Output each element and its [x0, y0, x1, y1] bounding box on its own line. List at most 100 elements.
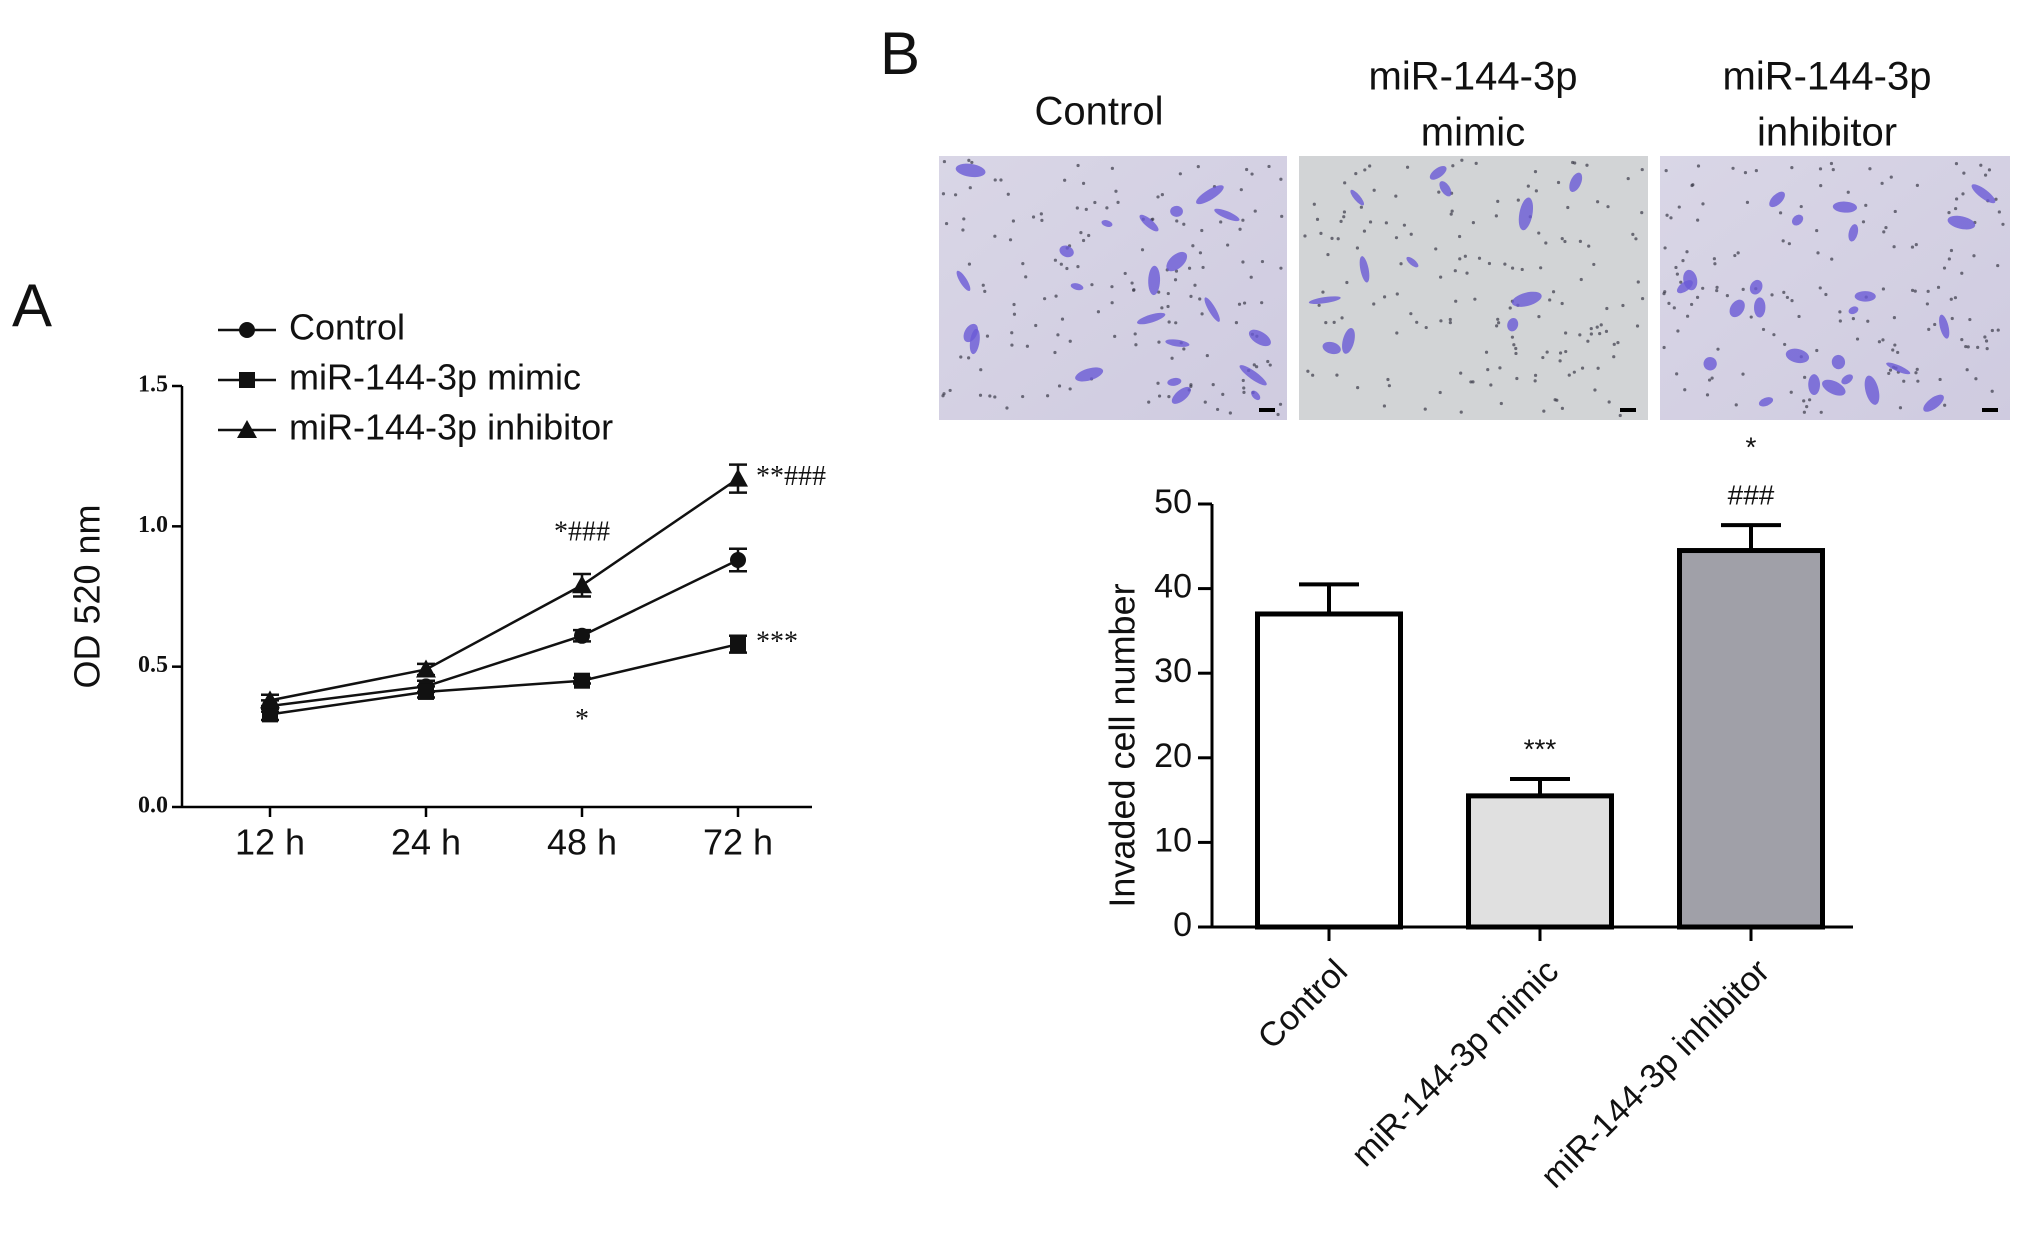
- pore: [1174, 321, 1178, 325]
- pore: [948, 388, 952, 393]
- pore: [1966, 345, 1970, 349]
- pore: [1838, 319, 1842, 323]
- pore: [1996, 328, 2000, 332]
- pore: [1831, 167, 1835, 172]
- pore: [1997, 210, 2001, 214]
- cell: [1322, 341, 1341, 355]
- cell: [1683, 269, 1698, 291]
- pore: [1317, 303, 1321, 307]
- pore: [1696, 218, 1700, 222]
- pore: [1394, 194, 1398, 198]
- pore: [1567, 373, 1571, 377]
- pore: [1477, 256, 1482, 260]
- pore: [1636, 280, 1640, 284]
- panel-label: A: [12, 272, 52, 339]
- pore: [1715, 285, 1719, 289]
- pore: [988, 394, 992, 398]
- pore: [1006, 192, 1010, 196]
- pore: [1571, 160, 1575, 165]
- pore: [1534, 189, 1538, 193]
- pore: [1972, 254, 1976, 258]
- pore: [1012, 302, 1016, 307]
- pore: [993, 178, 997, 182]
- cell: [1791, 214, 1804, 226]
- pore: [1914, 243, 1918, 247]
- cell: [1101, 220, 1113, 227]
- pore: [1960, 337, 1964, 342]
- cell: [1822, 379, 1846, 396]
- pore: [1110, 285, 1114, 289]
- pore: [1189, 384, 1193, 389]
- pore: [1754, 169, 1758, 173]
- pore: [1965, 368, 1969, 372]
- pore: [1974, 377, 1978, 381]
- y-tick-label: 20: [1154, 737, 1192, 775]
- cell: [1749, 279, 1763, 295]
- pore: [1278, 402, 1283, 406]
- cell: [1854, 291, 1876, 302]
- pore: [1081, 181, 1086, 185]
- cell: [1148, 265, 1161, 296]
- cell: [1359, 256, 1370, 283]
- pore: [1586, 339, 1590, 343]
- pore: [1701, 286, 1705, 290]
- pore: [1463, 254, 1467, 258]
- pore: [1321, 290, 1325, 294]
- pore: [1372, 302, 1376, 306]
- cell: [1342, 328, 1355, 354]
- pore: [1174, 269, 1179, 273]
- pore: [1936, 285, 1941, 289]
- pore: [1984, 339, 1989, 343]
- pore: [941, 192, 946, 196]
- pore: [1695, 295, 1700, 299]
- pore: [1741, 372, 1745, 376]
- pore: [1915, 183, 1919, 187]
- pore: [1335, 373, 1339, 377]
- pore: [1166, 291, 1170, 296]
- pore: [1399, 262, 1403, 266]
- pore: [1189, 294, 1193, 298]
- pore: [1815, 228, 1819, 233]
- pore: [985, 334, 990, 338]
- pore: [1881, 287, 1886, 291]
- pore: [1560, 301, 1564, 306]
- cell: [1769, 191, 1785, 208]
- pore: [1541, 355, 1545, 360]
- pore: [1486, 368, 1490, 372]
- pore: [1663, 246, 1667, 250]
- pore: [1343, 181, 1347, 185]
- pore: [1548, 298, 1552, 302]
- cell: [1785, 348, 1810, 364]
- pore: [1005, 406, 1009, 410]
- pore: [1473, 297, 1477, 301]
- pore: [1512, 343, 1516, 347]
- pore: [962, 217, 966, 221]
- pore: [1267, 164, 1271, 169]
- pore: [1558, 351, 1563, 355]
- pore: [1596, 200, 1600, 204]
- pore: [1157, 290, 1161, 294]
- cell: [1808, 374, 1821, 396]
- pore: [1892, 316, 1897, 320]
- pore: [1409, 312, 1413, 316]
- pore: [1618, 413, 1622, 418]
- pore: [1040, 218, 1044, 222]
- annotation: *: [575, 704, 589, 735]
- pore: [1469, 380, 1473, 384]
- pore: [1516, 198, 1520, 202]
- cell: [955, 163, 986, 178]
- pore: [1306, 369, 1310, 373]
- pore: [1075, 206, 1079, 210]
- pore: [2001, 222, 2005, 226]
- pore: [1147, 400, 1151, 404]
- pore: [1065, 266, 1069, 271]
- pore: [1589, 332, 1593, 336]
- error-bar: [1510, 776, 1570, 796]
- pore: [1868, 167, 1872, 171]
- pore: [1024, 275, 1028, 279]
- pore: [959, 355, 963, 359]
- cell: [1214, 208, 1240, 222]
- y-tick-label: 40: [1154, 568, 1192, 606]
- pore: [1057, 384, 1062, 388]
- pore: [1877, 340, 1882, 344]
